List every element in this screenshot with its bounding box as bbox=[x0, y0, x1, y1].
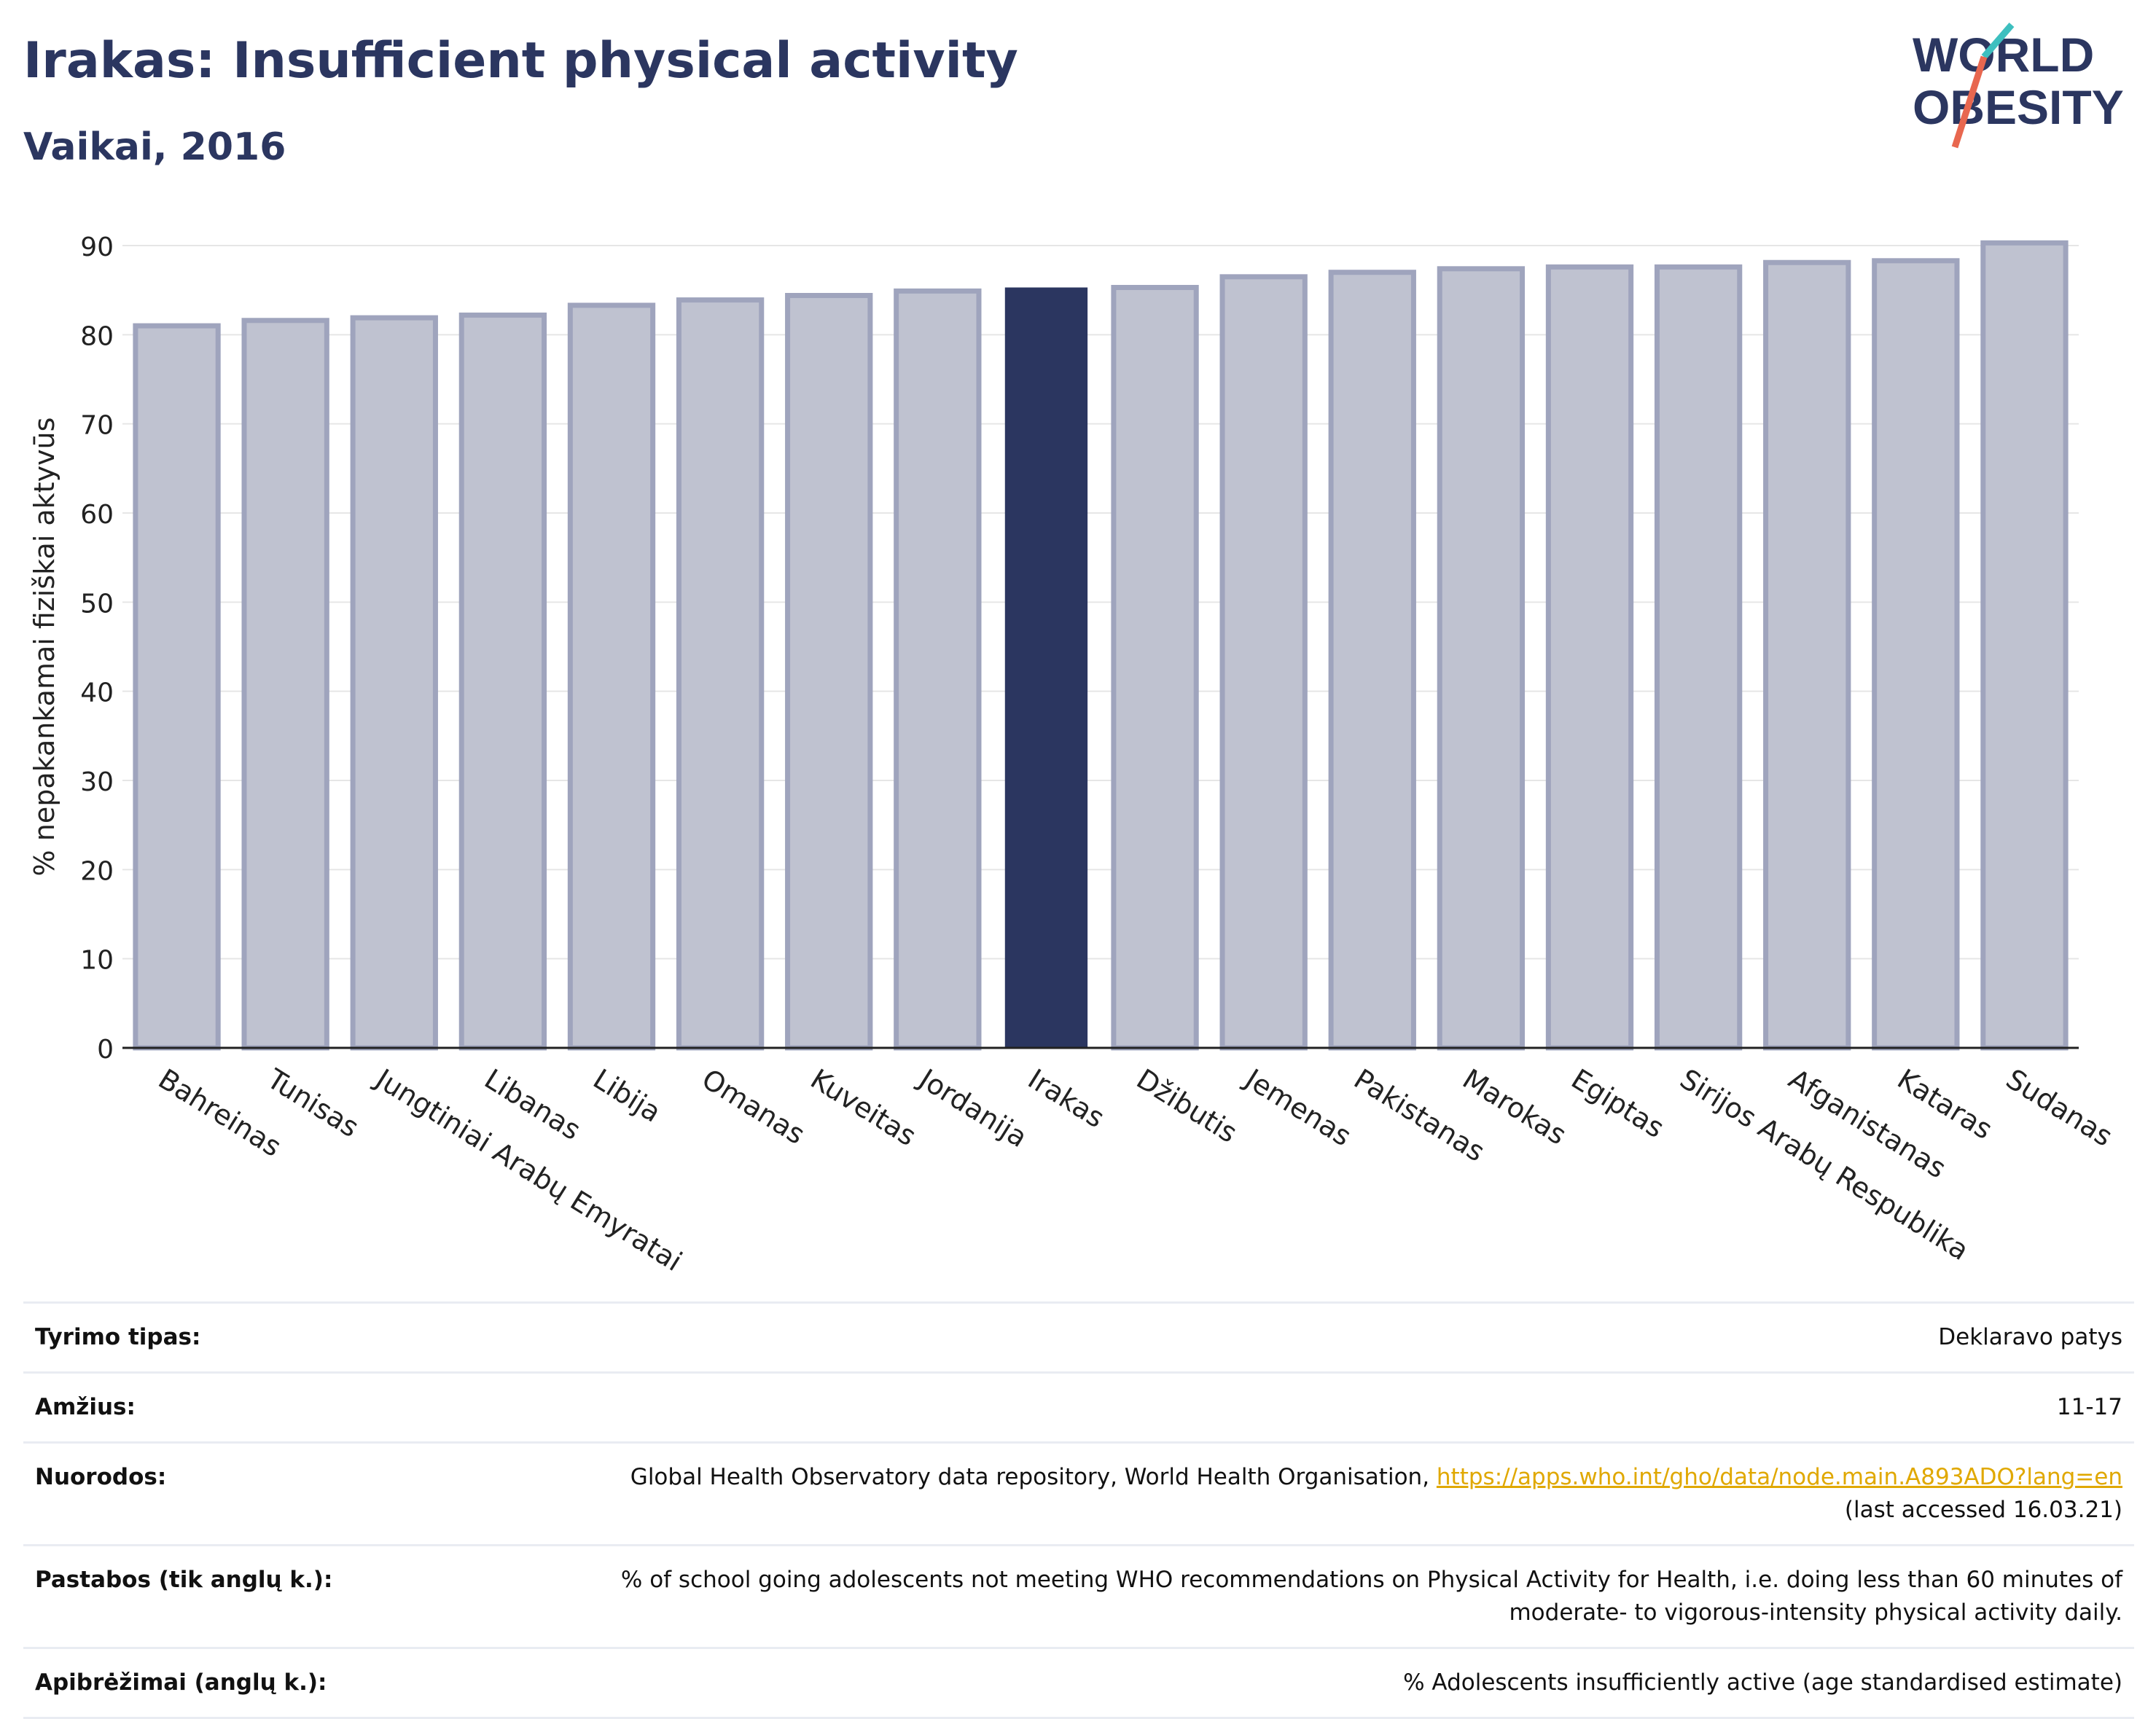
metadata-table: Tyrimo tipas: Deklaravo patys Amžius: 11… bbox=[23, 1301, 2134, 1719]
bar bbox=[241, 318, 329, 1051]
bar bbox=[350, 315, 438, 1051]
meta-row-references: Nuorodos: Global Health Observatory data… bbox=[23, 1442, 2134, 1545]
y-axis-label: % nepakankamai fiziškai aktyvūs bbox=[28, 418, 60, 877]
bar-highlighted bbox=[1004, 287, 1088, 1048]
bar bbox=[1111, 284, 1199, 1051]
meta-key: Amžius: bbox=[35, 1393, 136, 1420]
y-tick-label: 40 bbox=[80, 678, 114, 708]
bar bbox=[133, 323, 221, 1051]
page-title: Irakas: Insufficient physical activity bbox=[23, 32, 1018, 90]
meta-value-2: (last accessed 16.03.21) bbox=[1844, 1496, 2122, 1523]
x-tick-label: Džibutis bbox=[1131, 1062, 1243, 1149]
x-tick-label: Bahreinas bbox=[153, 1062, 287, 1163]
meta-key: Apibrėžimai (anglų k.): bbox=[35, 1669, 327, 1696]
y-tick-label: 70 bbox=[80, 411, 114, 441]
meta-row-survey-type: Tyrimo tipas: Deklaravo patys bbox=[23, 1302, 2134, 1373]
source-link[interactable]: https://apps.who.int/gho/data/node.main.… bbox=[1436, 1463, 2122, 1490]
x-tick-label: Jemenas bbox=[1238, 1062, 1357, 1152]
y-tick-label: 10 bbox=[80, 946, 114, 976]
meta-value: 11-17 bbox=[2056, 1393, 2122, 1420]
x-tick-label: Libija bbox=[587, 1062, 666, 1128]
y-tick-label: 60 bbox=[80, 500, 114, 530]
x-tick-label: Sudanas bbox=[2001, 1062, 2118, 1153]
bar bbox=[1763, 259, 1851, 1051]
meta-row-definitions: Apibrėžimai (anglų k.): % Adolescents in… bbox=[23, 1648, 2134, 1718]
bar bbox=[1328, 270, 1416, 1051]
bar bbox=[1545, 264, 1634, 1051]
bar bbox=[894, 288, 982, 1051]
meta-key: Nuorodos: bbox=[35, 1463, 167, 1490]
bar bbox=[1437, 266, 1526, 1051]
meta-value-2: moderate- to vigorous-intensity physical… bbox=[1509, 1599, 2122, 1626]
x-tick-label: Irakas bbox=[1023, 1062, 1110, 1134]
bar bbox=[567, 302, 656, 1051]
x-tick-label: Kuveitas bbox=[805, 1062, 921, 1152]
y-tick-label: 20 bbox=[80, 856, 114, 886]
meta-value: Deklaravo patys bbox=[1938, 1324, 2122, 1350]
meta-row-notes: Pastabos (tik anglų k.): % of school goi… bbox=[23, 1545, 2134, 1648]
world-obesity-logo: WORLD OBESITY bbox=[1913, 23, 2124, 149]
x-tick-label: Jordanija bbox=[913, 1062, 1033, 1154]
meta-value: Global Health Observatory data repositor… bbox=[630, 1463, 1437, 1490]
bar bbox=[1980, 240, 2069, 1051]
y-tick-label: 30 bbox=[80, 767, 114, 797]
y-tick-label: 90 bbox=[80, 232, 114, 262]
bar bbox=[458, 312, 547, 1051]
logo-line2: OBESITY bbox=[1913, 80, 2124, 134]
y-tick-label: 0 bbox=[97, 1035, 114, 1065]
page-subtitle: Vaikai, 2016 bbox=[23, 125, 286, 169]
y-tick-label: 50 bbox=[80, 589, 114, 619]
meta-key: Tyrimo tipas: bbox=[35, 1324, 201, 1350]
logo-slash-teal bbox=[1981, 23, 2015, 59]
y-tick-label: 80 bbox=[80, 321, 114, 351]
meta-value: % Adolescents insufficiently active (age… bbox=[1403, 1669, 2122, 1696]
meta-key: Pastabos (tik anglų k.): bbox=[35, 1566, 333, 1593]
bar-chart: 0 10 20 30 40 50 60 70 80 90 % nepakankamai fizišk… bbox=[28, 232, 2118, 1277]
bar bbox=[1219, 274, 1308, 1051]
bar bbox=[1654, 264, 1743, 1051]
bar bbox=[1872, 258, 1960, 1051]
x-tick-label: Omanas bbox=[696, 1062, 811, 1151]
meta-value: % of school going adolescents not meetin… bbox=[620, 1566, 2122, 1593]
logo-slash-red bbox=[1951, 55, 1988, 149]
bar bbox=[676, 297, 765, 1051]
meta-row-age: Amžius: 11-17 bbox=[23, 1372, 2134, 1442]
bar bbox=[785, 293, 873, 1051]
x-tick-label: Egiptas bbox=[1566, 1062, 1670, 1144]
